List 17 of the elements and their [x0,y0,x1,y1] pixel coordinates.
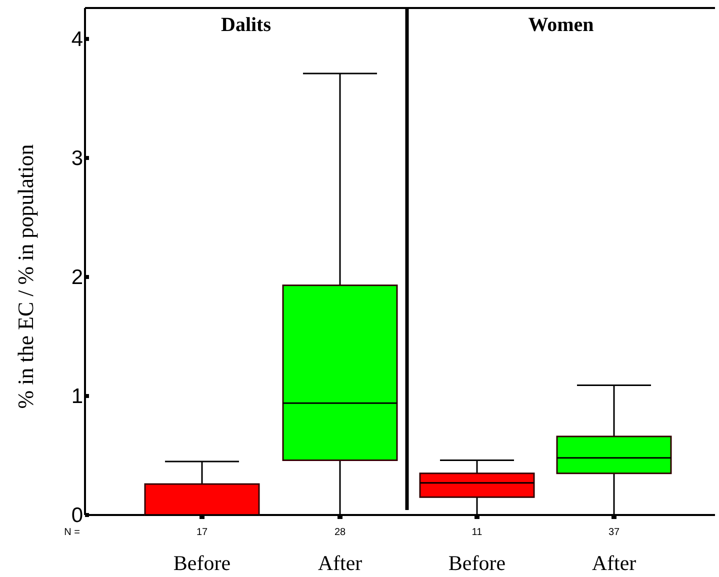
x-tick-label: Before [173,551,231,575]
y-tick-label: 1 [71,384,83,408]
y-tick-label: 4 [71,28,84,51]
text: 37 [608,527,620,538]
chart-title: Women [528,14,594,36]
y-tick-label: 3 [71,146,83,170]
x-tick-label: After [318,551,362,575]
text: 28 [334,527,346,538]
y-tick-label: 0 [71,504,83,527]
chart-title: Dalits [221,14,272,36]
y-axis-title: % in the EC / % in population [13,144,38,409]
x-tick-label: After [592,551,636,575]
x-tick-label: Before [448,551,506,575]
text: 11 [472,527,483,538]
text: N = [64,527,80,538]
y-tick-label: 2 [71,266,83,289]
text: 17 [196,527,208,538]
